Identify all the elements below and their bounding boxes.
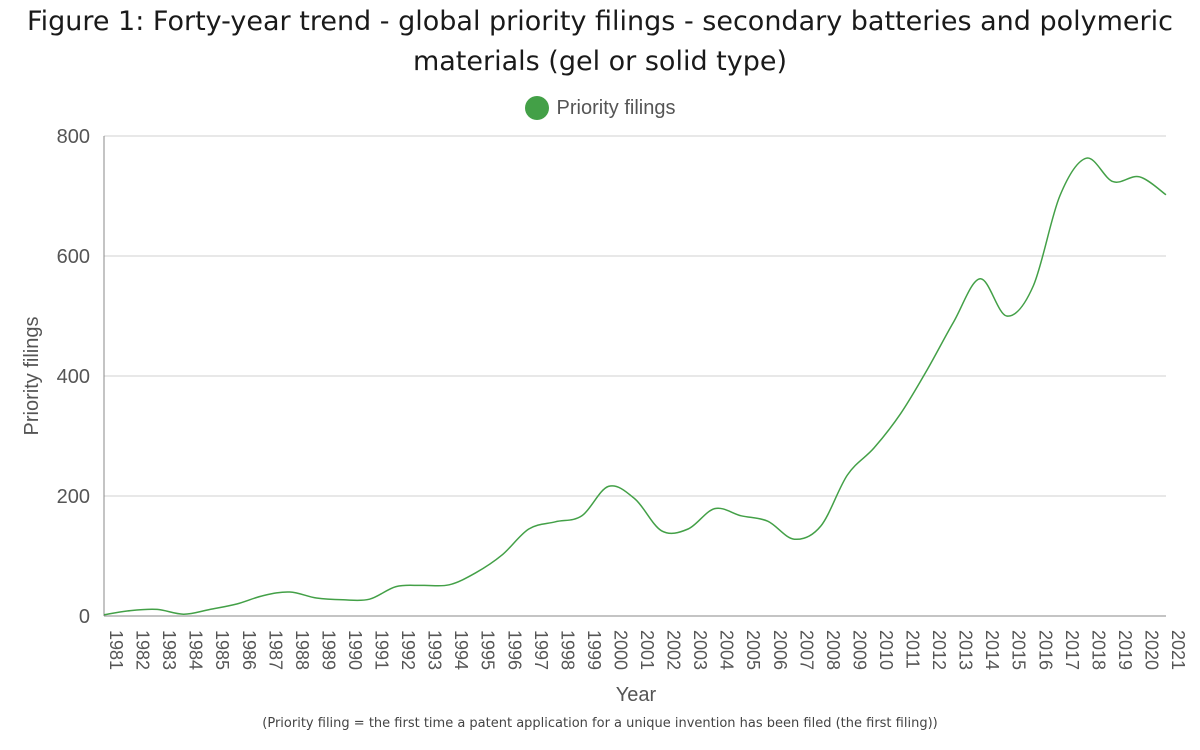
y-tick-label: 200 — [57, 486, 90, 508]
x-tick-label: 2010 — [876, 630, 896, 670]
x-tick-label: 2017 — [1062, 630, 1082, 670]
x-axis-ticks: 1981 1982 1983 1984 1985 1986 1987 1988 1989 1990… — [106, 630, 1188, 670]
x-tick-label: 2008 — [823, 630, 843, 670]
x-tick-label: 2013 — [956, 630, 976, 670]
x-tick-label: 1995 — [478, 630, 498, 670]
x-tick-label: 2005 — [743, 630, 763, 670]
x-tick-label: 1992 — [398, 630, 418, 670]
x-tick-label: 1982 — [133, 630, 153, 670]
x-tick-label: 1998 — [557, 630, 577, 670]
y-axis-ticks: 0 200 400 600 800 — [57, 126, 90, 628]
x-tick-label: 1983 — [159, 630, 179, 670]
x-tick-label: 1990 — [345, 630, 365, 670]
x-tick-label: 1984 — [186, 630, 206, 670]
x-tick-label: 1993 — [425, 630, 445, 670]
chart-legend[interactable]: Priority filings — [0, 96, 1200, 120]
x-tick-label: 2000 — [610, 630, 630, 670]
x-tick-label: 2009 — [849, 630, 869, 670]
y-tick-label: 400 — [57, 366, 90, 388]
x-tick-label: 2019 — [1115, 630, 1135, 670]
x-tick-label: 1997 — [531, 630, 551, 670]
x-tick-label: 2016 — [1035, 630, 1055, 670]
x-tick-label: 1991 — [372, 630, 392, 670]
y-tick-label: 0 — [79, 606, 90, 628]
x-tick-label: 2002 — [664, 630, 684, 670]
x-tick-label: 1981 — [106, 630, 126, 670]
series-line-priority-filings — [103, 157, 1167, 616]
chart-title-line-2: materials (gel or solid type) — [412, 46, 788, 77]
x-tick-label: 2001 — [637, 630, 657, 670]
x-tick-label: 1987 — [265, 630, 285, 670]
x-tick-label: 2007 — [796, 630, 816, 670]
x-tick-label: 2004 — [717, 630, 737, 670]
legend-marker-icon — [524, 96, 549, 120]
chart-title: Figure 1: Forty-year trend - global prio… — [0, 2, 1200, 82]
chart-title-line-1: Figure 1: Forty-year trend - global prio… — [27, 6, 1173, 37]
x-tick-label: 1989 — [318, 630, 338, 670]
x-tick-label: 2006 — [770, 630, 790, 670]
x-tick-label: 1996 — [504, 630, 524, 670]
x-tick-label: 2011 — [903, 630, 923, 669]
x-tick-label: 1985 — [212, 630, 232, 670]
x-tick-label: 2018 — [1088, 630, 1108, 670]
x-tick-label: 2003 — [690, 630, 710, 670]
y-axis-title: Priority filings — [21, 317, 43, 436]
x-tick-label: 1994 — [451, 630, 471, 670]
y-tick-label: 600 — [57, 246, 90, 268]
gridlines — [103, 135, 1166, 617]
x-tick-label: 2021 — [1168, 630, 1188, 670]
x-tick-label: 2012 — [929, 630, 949, 670]
y-tick-label: 800 — [57, 126, 90, 148]
x-tick-label: 2020 — [1141, 630, 1161, 670]
x-tick-label: 1988 — [292, 630, 312, 670]
x-tick-label: 1999 — [584, 630, 604, 670]
x-tick-label: 1986 — [239, 630, 259, 670]
x-axis-title: Year — [616, 684, 657, 706]
x-tick-label: 2014 — [982, 630, 1002, 670]
x-tick-label: 2015 — [1009, 630, 1029, 670]
chart-footnote: (Priority filing = the first time a pate… — [262, 716, 938, 731]
legend-label: Priority filings — [556, 96, 676, 119]
